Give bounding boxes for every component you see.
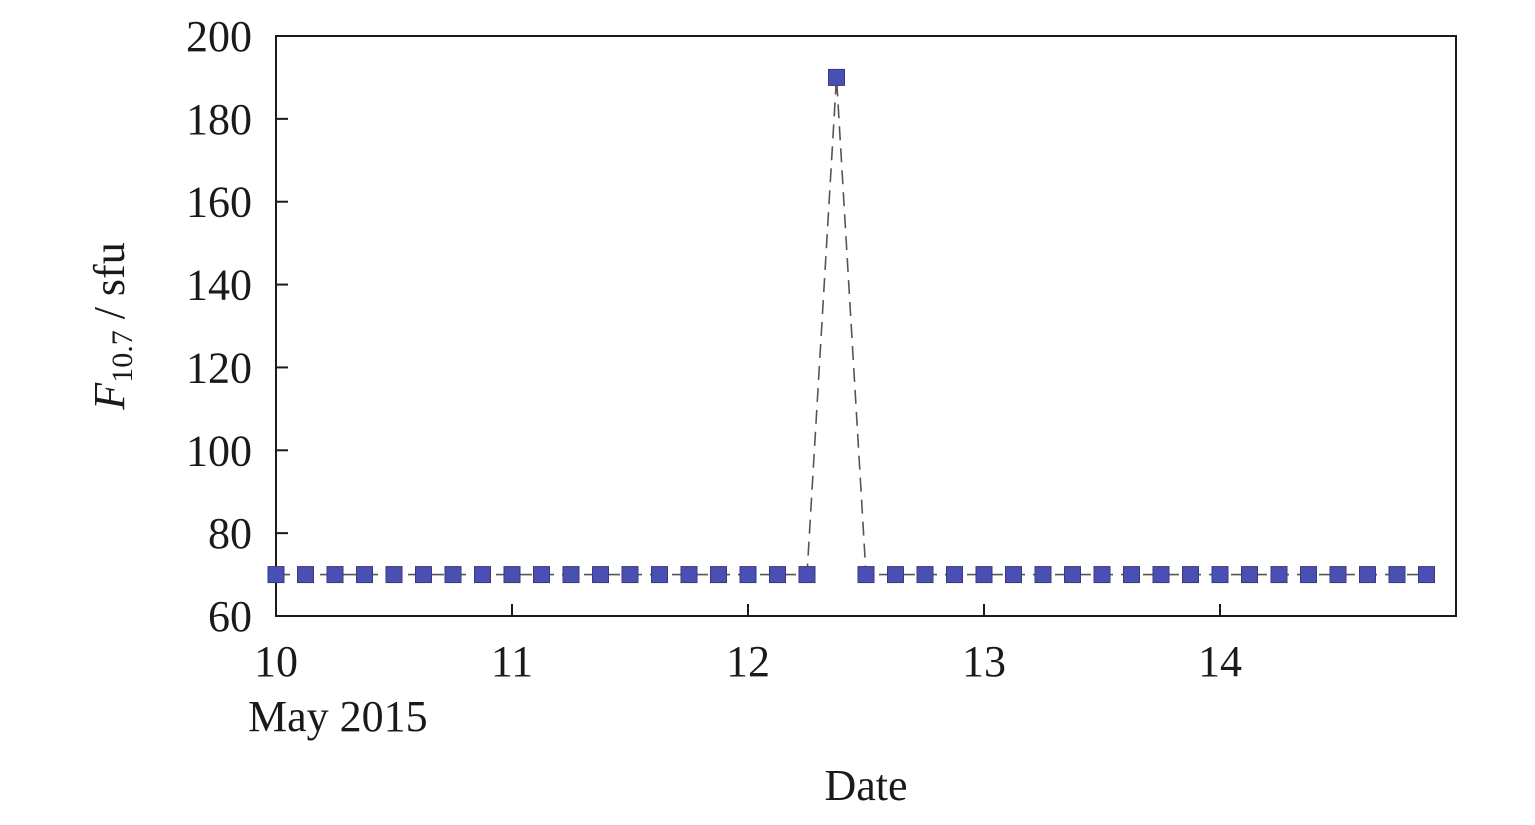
data-point xyxy=(621,566,639,584)
y-tick-label: 100 xyxy=(186,426,252,475)
data-point xyxy=(474,566,491,584)
x-tick-label: 13 xyxy=(962,637,1006,686)
y-tick-label: 200 xyxy=(186,12,252,61)
y-label-subscript: 10.7 xyxy=(106,330,139,383)
x-tick-label: 11 xyxy=(491,637,533,686)
data-point xyxy=(415,566,432,584)
data-point xyxy=(1005,566,1022,584)
x-tick-label: 14 xyxy=(1198,637,1242,686)
data-point xyxy=(592,566,609,584)
series-line xyxy=(276,77,1427,576)
data-point xyxy=(503,566,521,584)
y-tick-label: 160 xyxy=(186,178,252,227)
data-point xyxy=(916,566,934,584)
plot-frame xyxy=(275,35,1457,617)
data-point xyxy=(1418,566,1435,584)
y-tick-label: 140 xyxy=(186,261,252,310)
y-tick-label: 60 xyxy=(208,592,252,641)
y-axis-label: F10.7 / sfu xyxy=(85,242,139,410)
data-point xyxy=(769,566,786,584)
data-point xyxy=(946,566,963,584)
y-tick-label: 120 xyxy=(186,343,252,392)
x-tick-label: 10 xyxy=(254,637,298,686)
data-point xyxy=(975,566,993,584)
data-point xyxy=(562,566,580,584)
data-point xyxy=(1270,566,1288,584)
data-point xyxy=(385,566,403,584)
data-point xyxy=(1064,566,1081,584)
data-point xyxy=(267,566,285,584)
x-axis-label: Date xyxy=(824,761,907,810)
data-point xyxy=(710,566,727,584)
data-point xyxy=(1300,566,1317,584)
x-date-label: May 2015 xyxy=(248,692,428,741)
data-point xyxy=(651,566,668,584)
data-point xyxy=(1359,566,1376,584)
x-tick-label: 12 xyxy=(726,637,770,686)
data-point xyxy=(798,566,816,584)
data-point xyxy=(1152,566,1170,584)
data-point xyxy=(680,566,698,584)
y-tick-label: 180 xyxy=(186,95,252,144)
y-label-unit: / sfu xyxy=(85,242,134,330)
y-tick-label: 80 xyxy=(208,509,252,558)
data-point xyxy=(1211,566,1229,584)
data-point xyxy=(1093,566,1111,584)
data-point xyxy=(887,566,904,584)
data-point xyxy=(1329,566,1347,584)
data-point xyxy=(1182,566,1199,584)
data-point xyxy=(297,566,314,584)
data-point xyxy=(326,566,344,584)
data-point xyxy=(1241,566,1258,584)
data-point xyxy=(739,566,757,584)
data-point xyxy=(444,566,462,584)
data-point xyxy=(1388,566,1406,584)
data-point xyxy=(828,68,845,86)
y-label-symbol: F xyxy=(85,382,134,411)
data-point xyxy=(1034,566,1052,584)
data-point xyxy=(533,566,550,584)
data-point xyxy=(857,566,875,584)
data-point xyxy=(356,566,373,584)
data-point xyxy=(1123,566,1140,584)
